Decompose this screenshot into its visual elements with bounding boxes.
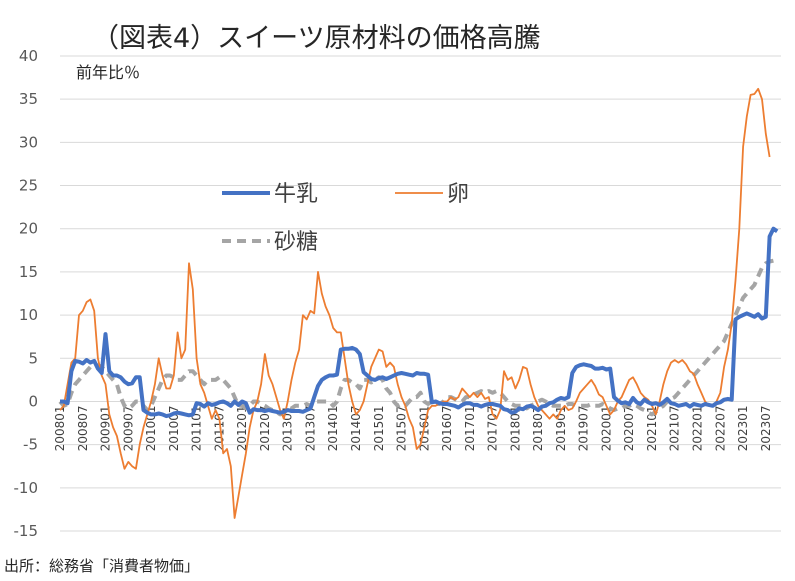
x-tick-label: 201001 <box>144 405 158 451</box>
x-tick-label: 202107 <box>668 405 682 451</box>
series-line-卵 <box>59 87 771 519</box>
y-tick-label: 20 <box>19 220 38 238</box>
y-axis-ticks: -15 -10 -5 0 5 10 15 20 25 30 35 40 <box>14 47 39 540</box>
y-axis-unit-label: 前年比％ <box>76 63 140 82</box>
x-tick-label: 200901 <box>99 405 113 451</box>
series-lines <box>58 87 779 519</box>
legend: 牛乳 卵砂糖 <box>222 182 469 255</box>
legend-label: 砂糖 <box>274 230 318 255</box>
y-tick-label: 40 <box>19 47 38 65</box>
x-tick-label: 200807 <box>76 405 90 451</box>
y-tick-label: -10 <box>14 479 39 497</box>
x-tick-label: 201701 <box>463 405 477 451</box>
y-tick-label: 10 <box>19 306 38 324</box>
x-tick-label: 201201 <box>235 405 249 451</box>
x-tick-label: 201801 <box>508 405 522 451</box>
chart-title: （図表4）スイーツ原材料の価格高騰 <box>92 23 541 54</box>
series-line-牛乳 <box>60 226 779 419</box>
x-tick-label: 201707 <box>486 405 500 451</box>
x-tick-label: 201507 <box>395 405 409 451</box>
source-note: 出所：総務省「消費者物価」 <box>4 557 200 575</box>
x-tick-label: 201207 <box>258 405 272 451</box>
y-tick-label: 5 <box>28 349 38 367</box>
y-tick-label: 0 <box>28 392 38 410</box>
x-tick-label: 200907 <box>121 405 135 451</box>
x-tick-label: 202201 <box>691 405 705 451</box>
x-tick-label: 201807 <box>531 405 545 451</box>
y-tick-label: 30 <box>19 133 38 151</box>
x-tick-label: 202307 <box>759 405 773 451</box>
x-tick-label: 202301 <box>736 405 750 451</box>
x-tick-label: 202007 <box>622 405 636 451</box>
y-tick-label: -5 <box>23 436 38 454</box>
legend-label: 卵 <box>447 182 469 207</box>
x-tick-label: 201501 <box>372 405 386 451</box>
x-tick-label: 202101 <box>645 405 659 451</box>
x-tick-label: 201101 <box>190 405 204 451</box>
legend-label: 牛乳 <box>274 182 318 207</box>
x-tick-label: 201407 <box>349 405 363 451</box>
y-tick-label: 15 <box>19 263 38 281</box>
y-tick-label: 35 <box>19 90 38 108</box>
x-tick-label: 201907 <box>577 405 591 451</box>
y-tick-label: -15 <box>14 522 39 540</box>
x-tick-label: 201607 <box>440 405 454 451</box>
x-tick-label: 201401 <box>326 405 340 451</box>
x-tick-label: 201901 <box>554 405 568 451</box>
x-tick-label: 202207 <box>713 405 727 451</box>
x-tick-label: 201307 <box>303 405 317 451</box>
gridlines <box>60 55 781 532</box>
y-tick-label: 25 <box>19 177 38 195</box>
x-axis-ticks: 200801 200807 200901 200907 201001 201007 2011… <box>53 405 773 451</box>
x-tick-label: 202001 <box>599 405 613 451</box>
x-tick-label: 200801 <box>53 405 67 451</box>
x-tick-label: 201107 <box>212 405 226 451</box>
series-line-砂糖 <box>58 258 774 417</box>
